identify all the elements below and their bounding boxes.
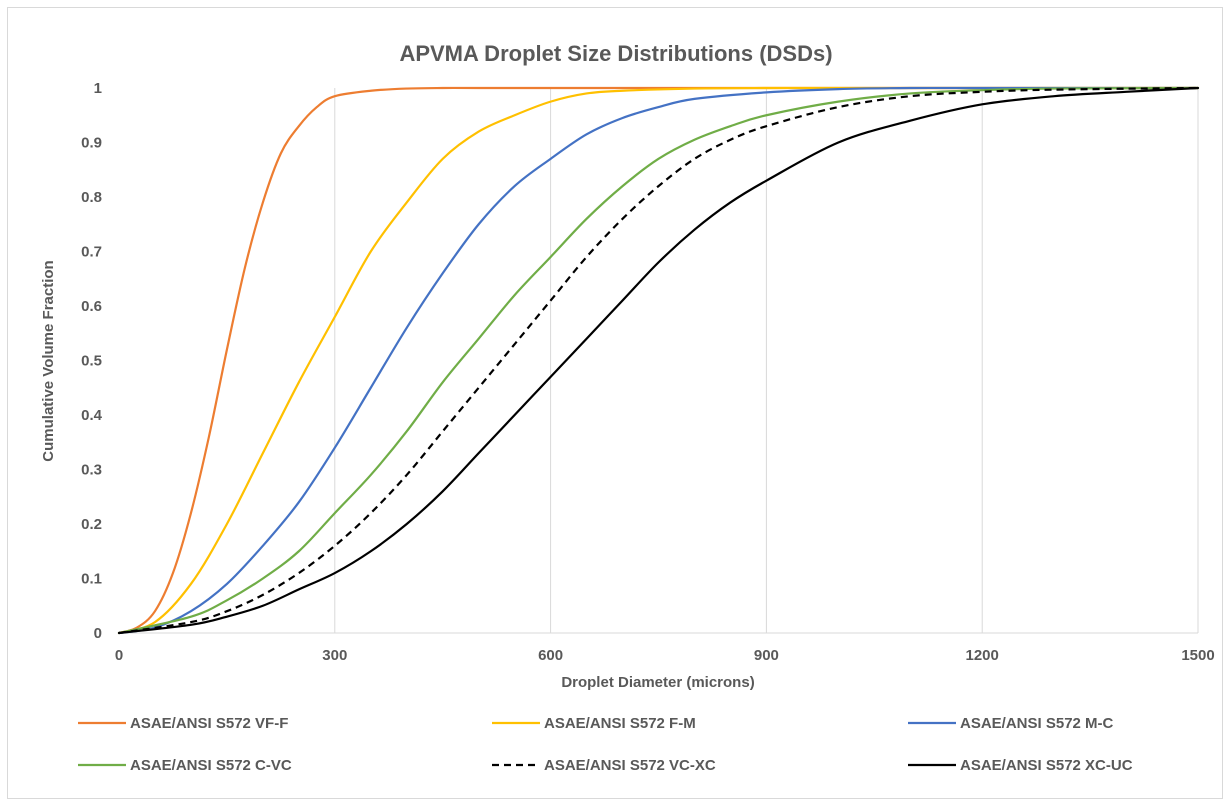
series-line-asae-ansi-s572-vc-xc [118, 86, 1199, 635]
grid-layer [334, 88, 1199, 633]
series-line-asae-ansi-s572-c-vc [117, 86, 1200, 635]
series-line-asae-ansi-s572-xc-uc [117, 86, 1200, 635]
x-tick-label: 0 [115, 647, 123, 664]
y-tick-label: 0.2 [81, 516, 102, 533]
y-tick-label: 0.7 [81, 244, 102, 261]
y-axis-title: Cumulative Volume Fraction [40, 260, 57, 461]
y-tick-label: 0.5 [81, 353, 102, 370]
y-tick-label: 0 [94, 625, 102, 642]
x-tick-label: 600 [538, 647, 563, 664]
legend-label-asae-ansi-s572-vf-f: ASAE/ANSI S572 VF-F [130, 715, 288, 732]
chart-svg: APVMA Droplet Size Distributions (DSDs) … [40, 41, 1215, 774]
x-tick-label: 1500 [1181, 647, 1214, 664]
legend-label-asae-ansi-s572-vc-xc: ASAE/ANSI S572 VC-XC [544, 757, 716, 774]
legend-label-asae-ansi-s572-f-m: ASAE/ANSI S572 F-M [544, 715, 696, 732]
series-line-asae-ansi-s572-vf-f [117, 86, 1200, 635]
legend-label-asae-ansi-s572-xc-uc: ASAE/ANSI S572 XC-UC [960, 757, 1133, 774]
x-axis-title: Droplet Diameter (microns) [561, 674, 754, 691]
y-tick-label: 0.1 [81, 571, 102, 588]
series-line-asae-ansi-s572-f-m [117, 86, 1200, 635]
chart-frame: APVMA Droplet Size Distributions (DSDs) … [7, 7, 1223, 799]
legend: ASAE/ANSI S572 VF-F ASAE/ANSI S572 F-M ASA… [78, 715, 1133, 774]
y-tick-label: 0.3 [81, 462, 102, 479]
x-tick-label: 1200 [966, 647, 999, 664]
tick-layer: 0 300 600 900 1200 1500 0 0.1 0.2 0.3 0.4 0.5 0.6 0.7… [81, 80, 1215, 664]
y-tick-label: 1 [94, 80, 102, 97]
y-tick-label: 0.4 [81, 407, 103, 424]
y-tick-label: 0.8 [81, 189, 102, 206]
y-tick-label: 0.9 [81, 135, 102, 152]
legend-label-asae-ansi-s572-c-vc: ASAE/ANSI S572 C-VC [130, 757, 292, 774]
x-tick-label: 300 [322, 647, 347, 664]
chart-title: APVMA Droplet Size Distributions (DSDs) [399, 41, 832, 66]
x-tick-label: 900 [754, 647, 779, 664]
legend-label-asae-ansi-s572-m-c: ASAE/ANSI S572 M-C [960, 715, 1114, 732]
series-line-asae-ansi-s572-m-c [117, 86, 1200, 635]
series-layer [117, 86, 1200, 635]
y-tick-label: 0.6 [81, 298, 102, 315]
